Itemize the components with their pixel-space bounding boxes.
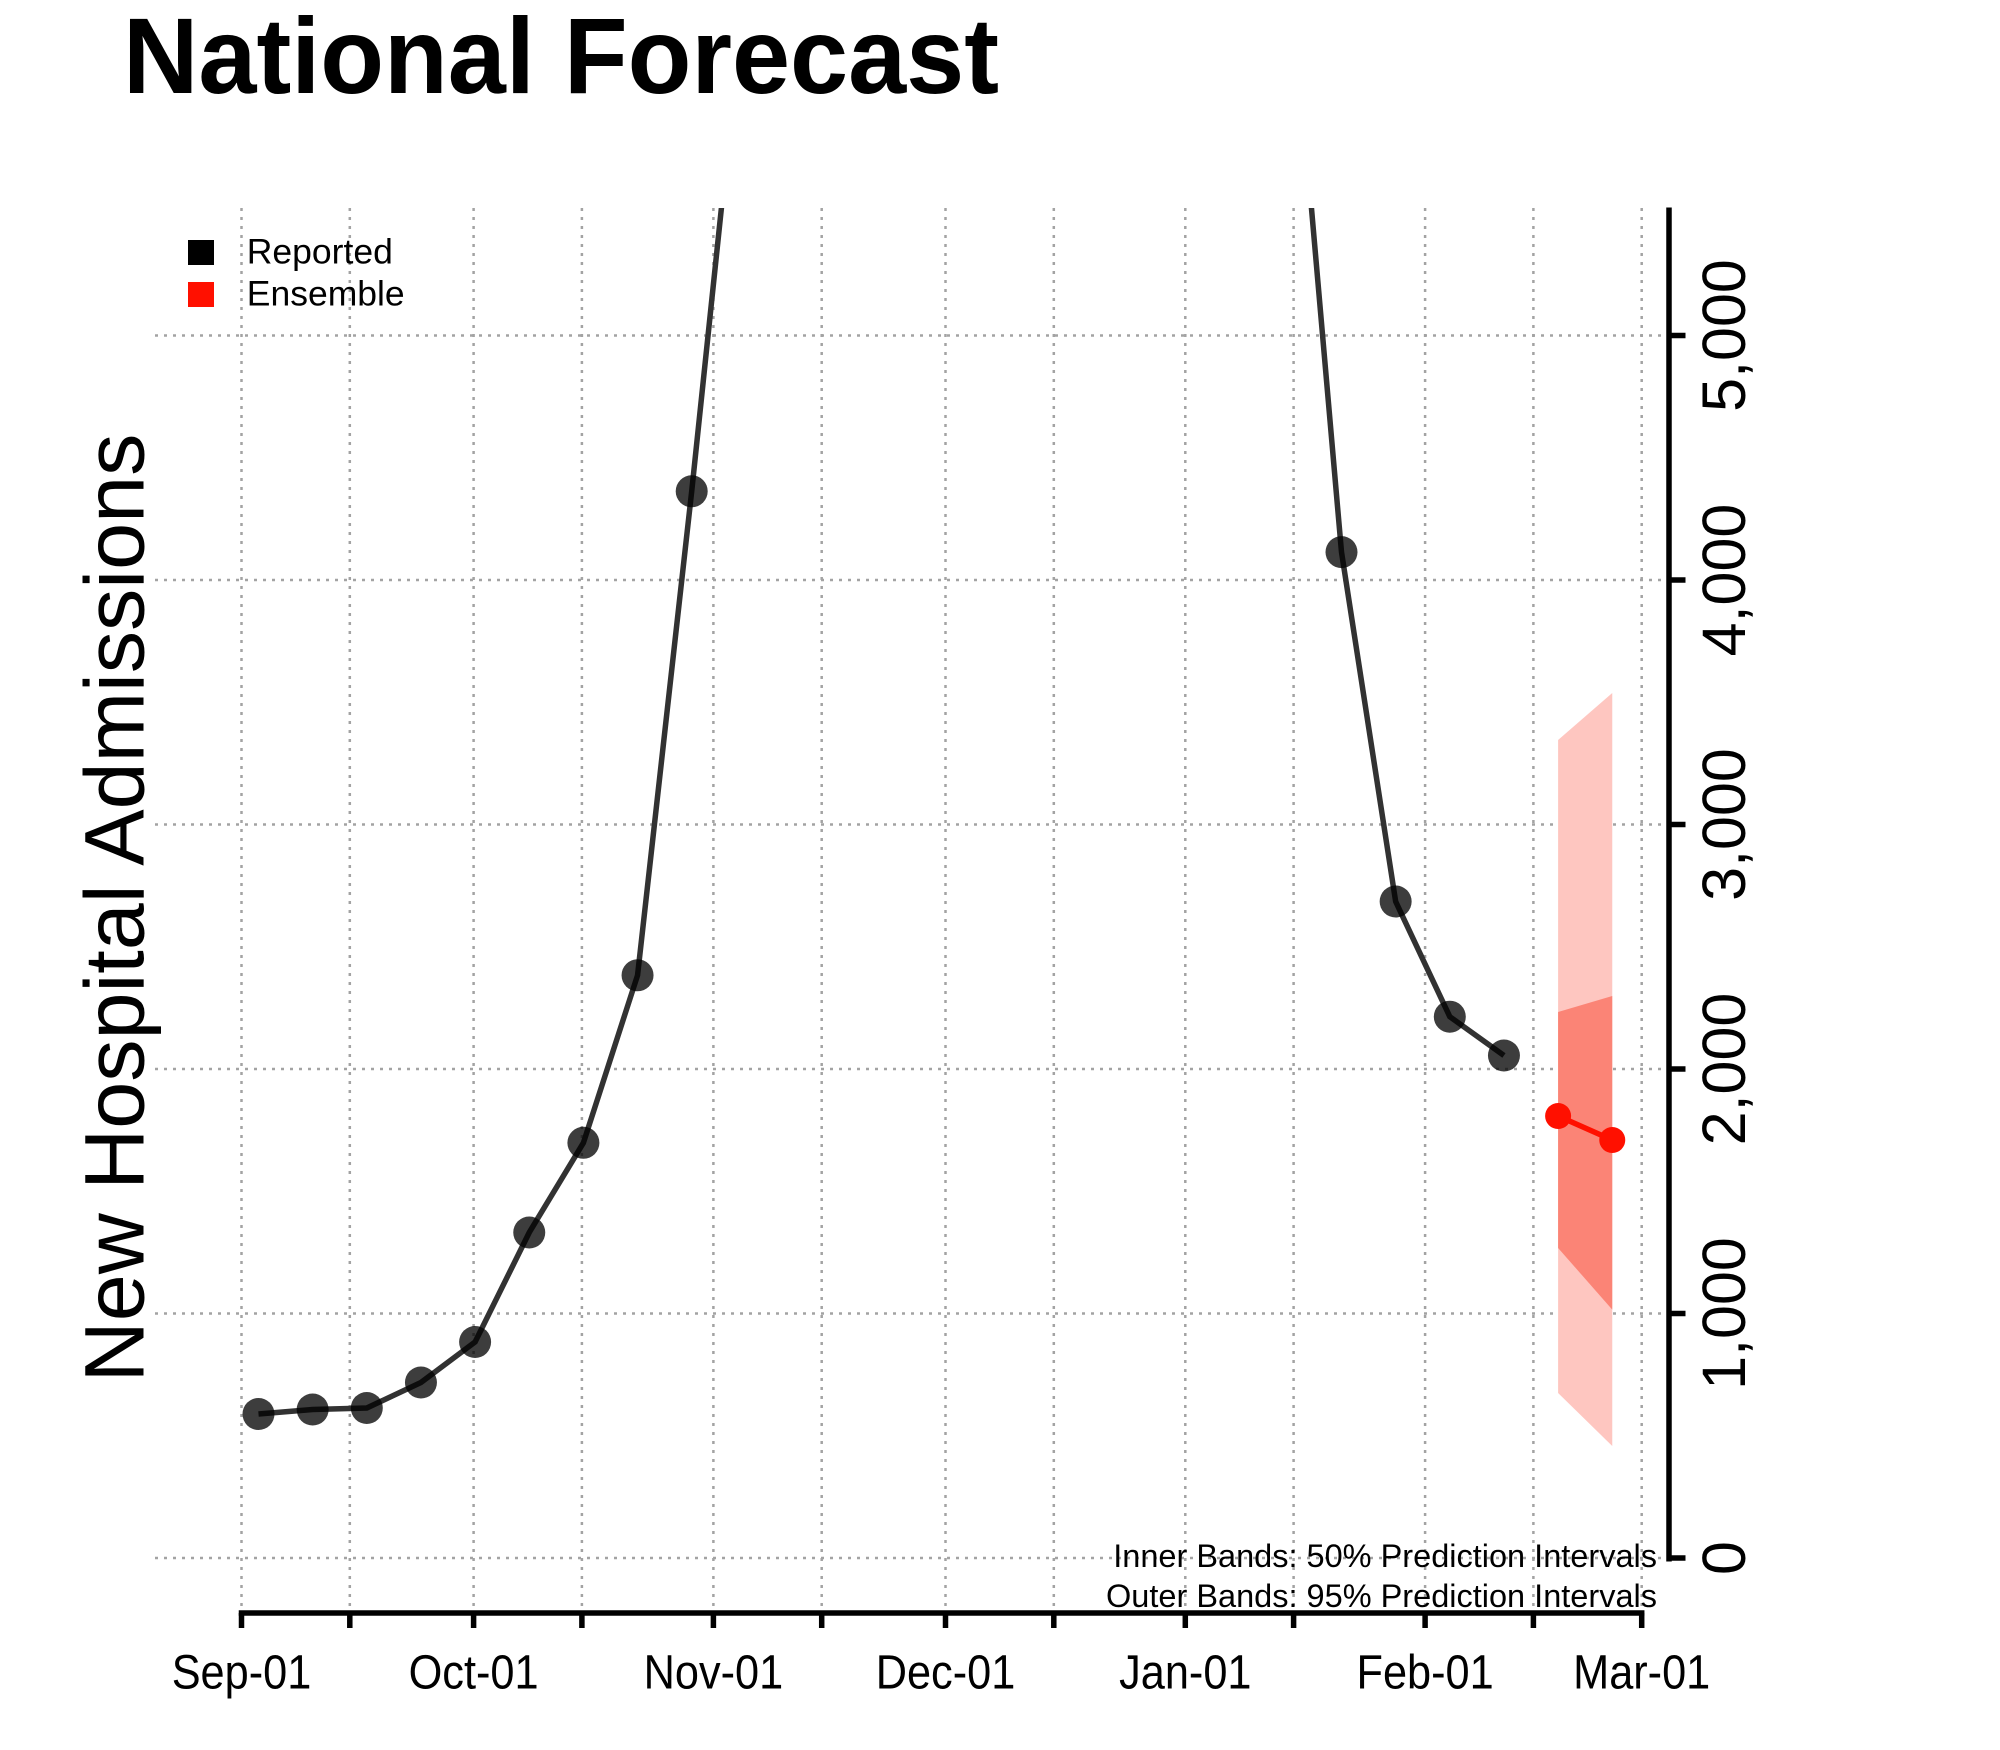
svg-text:Mar-01: Mar-01 xyxy=(1573,1646,1710,1700)
svg-text:Inner Bands: 50% Prediction In: Inner Bands: 50% Prediction Intervals xyxy=(1113,1538,1657,1574)
svg-text:Nov-01: Nov-01 xyxy=(644,1646,784,1700)
svg-text:2,000: 2,000 xyxy=(1690,993,1758,1146)
svg-text:0: 0 xyxy=(1690,1541,1758,1575)
svg-text:Oct-01: Oct-01 xyxy=(409,1646,539,1700)
svg-text:National Forecast: National Forecast xyxy=(123,0,999,116)
svg-text:4,000: 4,000 xyxy=(1690,504,1758,657)
svg-text:3,000: 3,000 xyxy=(1690,748,1758,901)
svg-text:Feb-01: Feb-01 xyxy=(1357,1646,1494,1700)
svg-text:New Hospital Admissions: New Hospital Admissions xyxy=(68,434,162,1383)
svg-text:Reported: Reported xyxy=(247,231,393,271)
svg-text:Dec-01: Dec-01 xyxy=(876,1646,1016,1700)
svg-text:Ensemble: Ensemble xyxy=(247,273,405,313)
svg-text:5,000: 5,000 xyxy=(1690,259,1758,412)
svg-text:1,000: 1,000 xyxy=(1690,1237,1758,1390)
svg-text:Sep-01: Sep-01 xyxy=(172,1646,312,1700)
svg-text:Jan-01: Jan-01 xyxy=(1119,1646,1251,1700)
svg-text:Outer Bands: 95% Prediction In: Outer Bands: 95% Prediction Intervals xyxy=(1106,1578,1657,1614)
